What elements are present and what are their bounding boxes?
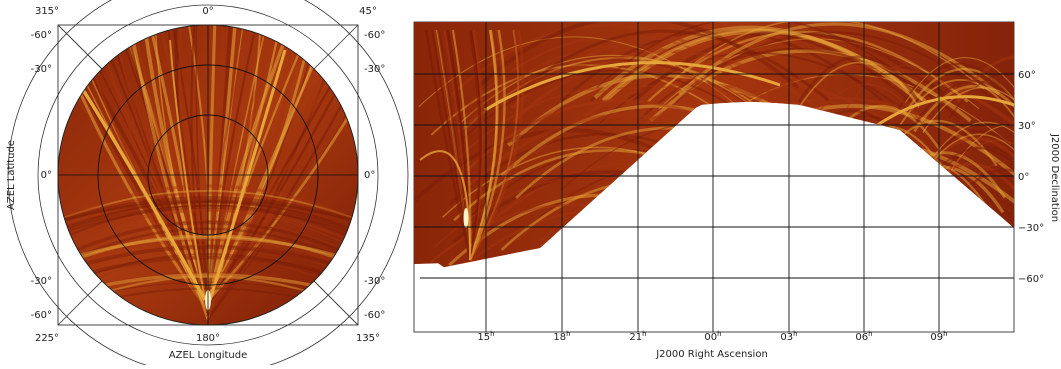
top-label-2: 0° [202,6,213,17]
fringe-arc [904,57,1014,103]
fringe-arc [797,55,921,103]
bright-source-spot [463,208,469,228]
ra-tick-2: 18h [553,330,570,343]
fringe-arc [897,62,1014,110]
azel-y-title: AZEL Latitude [6,140,17,210]
azel-sky-disk [58,25,358,325]
fringe-streak [206,25,294,312]
dec-tick-1: 60° [1018,70,1036,81]
right-label-5: -60° [364,310,385,321]
celestial-graticule [414,22,1014,332]
fringe-arc [798,61,920,109]
fringe-streak [207,25,358,302]
fringe-streak [432,29,471,261]
right-label-2: -30° [364,64,385,75]
fringe-streak [207,25,358,303]
dec-tick-5: −60° [1018,274,1044,285]
fringe-arc [956,55,1014,103]
fringe-arc [457,60,780,134]
left-label-3: 0° [41,170,52,181]
azel-x-title: AZEL Longitude [169,350,248,361]
fringe-arc [913,84,1014,133]
dec-axis-title: J2000 Declination [1049,133,1060,222]
right-label-3: 0° [364,170,375,181]
right-label-1: -60° [364,30,385,41]
bright-arc [869,95,1014,132]
bright-streak [78,84,207,301]
left-label-2: -30° [31,64,52,75]
fringe-streak [195,25,209,301]
ra-tick-1: 15h [477,330,494,343]
fringe-streak [436,29,472,261]
fringe-arc [508,29,831,103]
ra-tick-labels: 15h 18h 21h 00h 03h 06h 09h [477,330,947,343]
fringe-arc [912,79,1014,127]
celestial-map-panel: 15h 18h 21h 00h 03h 06h 09h 60° 30° 0° −… [413,21,1060,360]
top-label-1: 315° [35,6,59,17]
dec-tick-3: 0° [1018,172,1029,183]
azel-elevation-rings [58,25,358,325]
fringe-arc [937,139,1014,187]
azel-map-panel: 315° 0° 45° 225° 180° 135° -60° -30° 0° … [6,0,409,369]
bright-streak [208,49,287,301]
bright-streak [419,150,471,261]
fringe-arc [596,22,918,89]
ra-tick-4: 00h [704,330,721,343]
fringe-arc [922,86,1014,134]
fringe-streak [469,29,482,261]
ra-axis-title: J2000 Right Ascension [655,349,768,360]
fringe-streak [469,29,498,261]
fringe-arc [646,30,969,103]
fringe-arc [948,72,1014,119]
outer-graticule-circle [37,4,379,346]
bottom-label-2: 180° [196,333,220,344]
fringe-streak [468,29,506,261]
ra-tick-5: 03h [780,330,797,343]
bright-arc [484,61,781,112]
fringe-streak [424,29,472,261]
dec-tick-2: 30° [1018,121,1036,132]
fringe-arc [678,22,1001,96]
left-label-5: -60° [31,310,52,321]
ra-tick-7: 09h [930,330,947,343]
bottom-label-1: 225° [35,333,59,344]
top-label-3: 45° [359,6,377,17]
fringe-arc [469,44,791,117]
fringe-streak [206,25,259,314]
horizon-circle [57,24,359,326]
right-label-4: -30° [364,276,385,287]
outer-graticule-circle [7,0,409,369]
ra-tick-3: 21h [629,330,646,343]
left-label-4: -30° [31,276,52,287]
bottom-label-3: 135° [356,333,380,344]
left-label-1: -60° [31,30,52,41]
dec-tick-4: −30° [1018,223,1044,234]
fringe-arc [925,121,1014,168]
ra-tick-6: 06h [855,330,872,343]
fringe-arc [845,64,967,111]
fringe-streak [207,25,358,308]
